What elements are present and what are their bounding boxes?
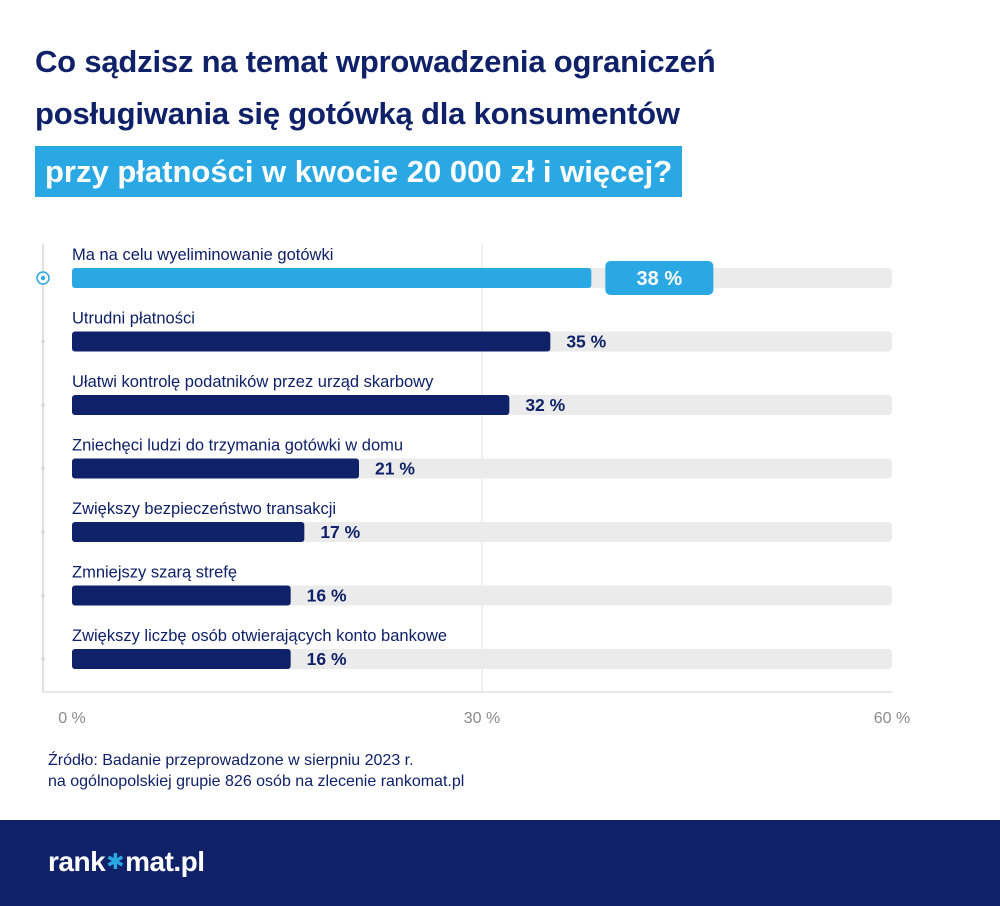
rankomat-logo[interactable]: rank✱mat.pl: [48, 846, 205, 878]
source-note: Źródło: Badanie przeprowadzone w sierpni…: [48, 750, 464, 792]
selected-row-marker-dot: [40, 275, 46, 281]
logo-text-left: rank: [48, 846, 106, 877]
row-marker-1: [41, 339, 45, 344]
bar-5: [72, 585, 291, 606]
category-label-1: Utrudni płatności: [72, 310, 195, 328]
category-label-5: Zmniejszy szarą strefę: [72, 564, 237, 582]
category-label-4: Zwiększy bezpieczeństwo transakcji: [72, 500, 336, 518]
title-line-1: Co sądzisz na temat wprowadzenia ogranic…: [35, 44, 716, 79]
value-label-0: 38 %: [637, 268, 683, 290]
value-label-2: 32 %: [525, 395, 565, 415]
bar-4: [72, 522, 305, 542]
value-label-1: 35 %: [566, 332, 606, 352]
logo-text-right: mat.pl: [125, 846, 205, 877]
title-line-3-highlight: przy płatności w kwocie 20 000 zł i więc…: [35, 146, 683, 197]
value-label-5: 16 %: [307, 586, 347, 606]
category-label-6: Zwiększy liczbę osób otwierających konto…: [72, 627, 447, 645]
category-label-0: Ma na celu wyeliminowanie gotówki: [72, 246, 333, 264]
x-tick-label-0: 0 %: [58, 710, 86, 727]
value-label-4: 17 %: [320, 522, 360, 542]
star-icon: ✱: [106, 849, 125, 874]
footer-bar: rank✱mat.pl: [0, 820, 1000, 906]
value-badge-0: [605, 261, 714, 295]
value-label-6: 16 %: [307, 649, 347, 669]
x-tick-label-30: 30 %: [464, 710, 500, 727]
value-label-3: 21 %: [375, 459, 415, 479]
row-marker-2: [41, 403, 45, 407]
row-marker-4: [41, 530, 45, 534]
row-marker-5: [41, 593, 45, 598]
bar-chart: 0 % 30 % 60 % Ma na celu wyeliminowanie got…: [36, 244, 910, 727]
source-line-1: Źródło: Badanie przeprowadzone w sierpni…: [48, 752, 414, 769]
row-marker-6: [41, 657, 45, 661]
bar-3: [72, 458, 359, 479]
bar-2: [72, 395, 510, 415]
title-line-2: posługiwania się gotówką dla konsumentów: [35, 96, 680, 131]
bar-1: [72, 331, 551, 352]
bar-0: [72, 268, 592, 288]
x-tick-label-60: 60 %: [874, 710, 910, 727]
category-label-3: Zniechęci ludzi do trzymania gotówki w d…: [72, 437, 403, 455]
bar-6: [72, 649, 291, 669]
category-label-2: Ułatwi kontrolę podatników przez urząd s…: [72, 373, 434, 391]
row-marker-3: [41, 466, 45, 471]
source-line-2: na ogólnopolskiej grupie 826 osób na zle…: [48, 773, 465, 790]
